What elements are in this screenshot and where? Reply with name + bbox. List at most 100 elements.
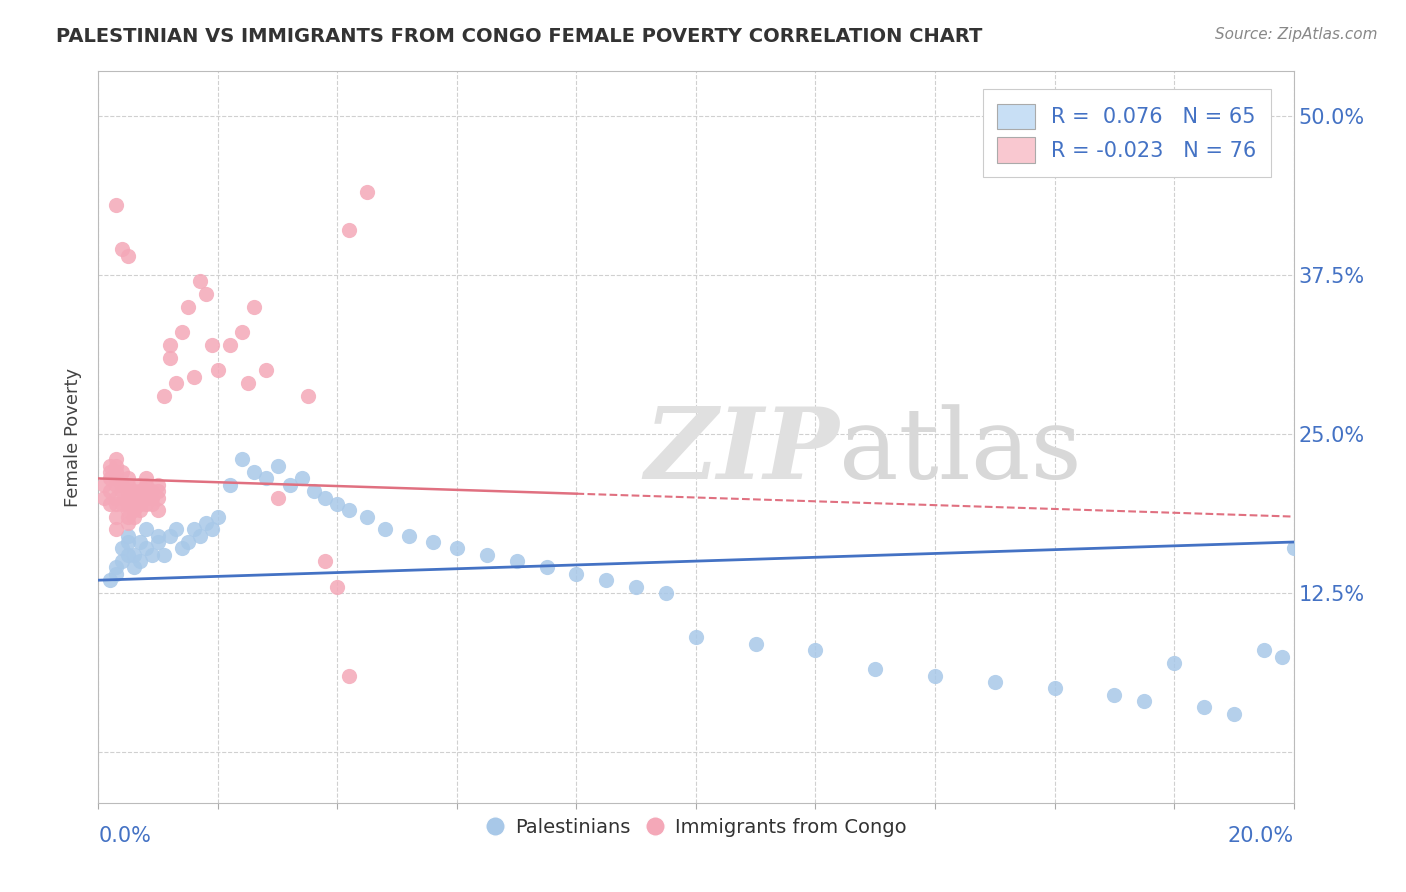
Point	[124, 509, 146, 524]
Point	[506, 554, 529, 568]
Point	[148, 529, 170, 543]
Text: Source: ZipAtlas.com: Source: ZipAtlas.com	[1215, 27, 1378, 42]
Point	[117, 529, 139, 543]
Point	[148, 484, 170, 499]
Point	[1192, 700, 1215, 714]
Point	[98, 573, 122, 587]
Point	[195, 516, 218, 530]
Point	[291, 471, 314, 485]
Point	[129, 477, 152, 491]
Point	[129, 554, 152, 568]
Point	[148, 491, 170, 505]
Point	[278, 477, 301, 491]
Point	[315, 491, 337, 505]
Point	[422, 535, 444, 549]
Point	[124, 503, 146, 517]
Point	[135, 522, 157, 536]
Text: atlas: atlas	[839, 404, 1083, 500]
Point	[98, 484, 122, 499]
Point	[172, 325, 194, 339]
Point	[326, 497, 349, 511]
Point	[111, 243, 134, 257]
Point	[105, 509, 128, 524]
Point	[141, 491, 163, 505]
Point	[1163, 656, 1185, 670]
Point	[105, 566, 128, 581]
Point	[117, 484, 139, 499]
Point	[105, 471, 128, 485]
Point	[207, 509, 229, 524]
Point	[98, 471, 122, 485]
Point	[267, 491, 290, 505]
Point	[231, 452, 253, 467]
Point	[105, 522, 128, 536]
Point	[339, 668, 361, 682]
Point	[141, 497, 163, 511]
Legend: Palestinians, Immigrants from Congo: Palestinians, Immigrants from Congo	[478, 810, 914, 845]
Point	[135, 477, 157, 491]
Point	[135, 491, 157, 505]
Point	[111, 484, 134, 499]
Point	[356, 509, 378, 524]
Point	[297, 389, 319, 403]
Point	[93, 477, 115, 491]
Point	[865, 662, 887, 676]
Point	[141, 484, 163, 499]
Point	[159, 338, 181, 352]
Point	[924, 668, 946, 682]
Point	[243, 300, 266, 314]
Point	[153, 389, 176, 403]
Point	[254, 363, 277, 377]
Point	[243, 465, 266, 479]
Point	[302, 484, 325, 499]
Point	[356, 185, 378, 199]
Point	[124, 484, 146, 499]
Point	[1133, 694, 1156, 708]
Point	[254, 471, 277, 485]
Point	[124, 548, 146, 562]
Point	[105, 477, 128, 491]
Point	[267, 458, 290, 473]
Text: ZIP: ZIP	[644, 403, 839, 500]
Point	[475, 548, 498, 562]
Point	[201, 338, 224, 352]
Point	[565, 566, 588, 581]
Point	[446, 541, 468, 556]
Point	[105, 497, 128, 511]
Point	[745, 637, 768, 651]
Point	[98, 497, 122, 511]
Point	[105, 198, 128, 212]
Point	[105, 465, 128, 479]
Point	[135, 497, 157, 511]
Point	[685, 631, 707, 645]
Point	[117, 503, 139, 517]
Point	[129, 491, 152, 505]
Point	[98, 458, 122, 473]
Point	[135, 541, 157, 556]
Point	[117, 548, 139, 562]
Point	[117, 516, 139, 530]
Point	[183, 369, 205, 384]
Y-axis label: Female Poverty: Female Poverty	[65, 368, 83, 507]
Point	[1223, 706, 1246, 721]
Point	[117, 509, 139, 524]
Point	[1043, 681, 1066, 696]
Point	[219, 477, 242, 491]
Text: PALESTINIAN VS IMMIGRANTS FROM CONGO FEMALE POVERTY CORRELATION CHART: PALESTINIAN VS IMMIGRANTS FROM CONGO FEM…	[56, 27, 983, 45]
Point	[111, 477, 134, 491]
Point	[339, 223, 361, 237]
Point	[105, 560, 128, 574]
Point	[111, 541, 134, 556]
Point	[117, 535, 139, 549]
Point	[135, 471, 157, 485]
Point	[1104, 688, 1126, 702]
Point	[231, 325, 253, 339]
Point	[148, 477, 170, 491]
Point	[148, 535, 170, 549]
Point	[124, 491, 146, 505]
Point	[655, 586, 678, 600]
Point	[117, 471, 139, 485]
Point	[141, 548, 163, 562]
Point	[129, 497, 152, 511]
Point	[124, 560, 146, 574]
